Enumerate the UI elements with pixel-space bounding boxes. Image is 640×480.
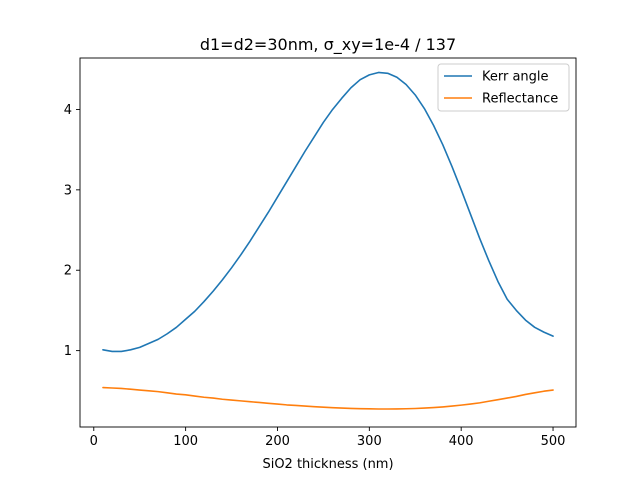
x-tick-label: 100	[173, 434, 198, 449]
series-line-2	[102, 386, 554, 410]
x-tick-label: 0	[90, 434, 98, 449]
x-tick-label: 400	[449, 434, 474, 449]
legend: Kerr angle Reflectance	[437, 63, 570, 112]
y-tick-label: 2	[64, 264, 72, 279]
axes-frame	[79, 57, 577, 428]
x-tick-label: 200	[265, 434, 290, 449]
y-tick-label: 1	[64, 344, 72, 359]
y-tick-label: 4	[64, 103, 72, 118]
x-axis-title: SiO2 thickness (nm)	[262, 457, 393, 472]
chart-title: d1=d2=30nm, σ_xy=1e-4 / 137	[200, 35, 456, 55]
x-tick-label: 300	[357, 434, 382, 449]
series-line-1	[102, 71, 554, 353]
legend-label: Kerr angle	[482, 70, 549, 85]
x-tick-label: 500	[541, 434, 566, 449]
y-tick-label: 3	[64, 183, 72, 198]
plot-area: 0 100 200 300 400 500 1 2 3 4	[64, 57, 577, 449]
legend-label: Reflectance	[482, 92, 558, 107]
